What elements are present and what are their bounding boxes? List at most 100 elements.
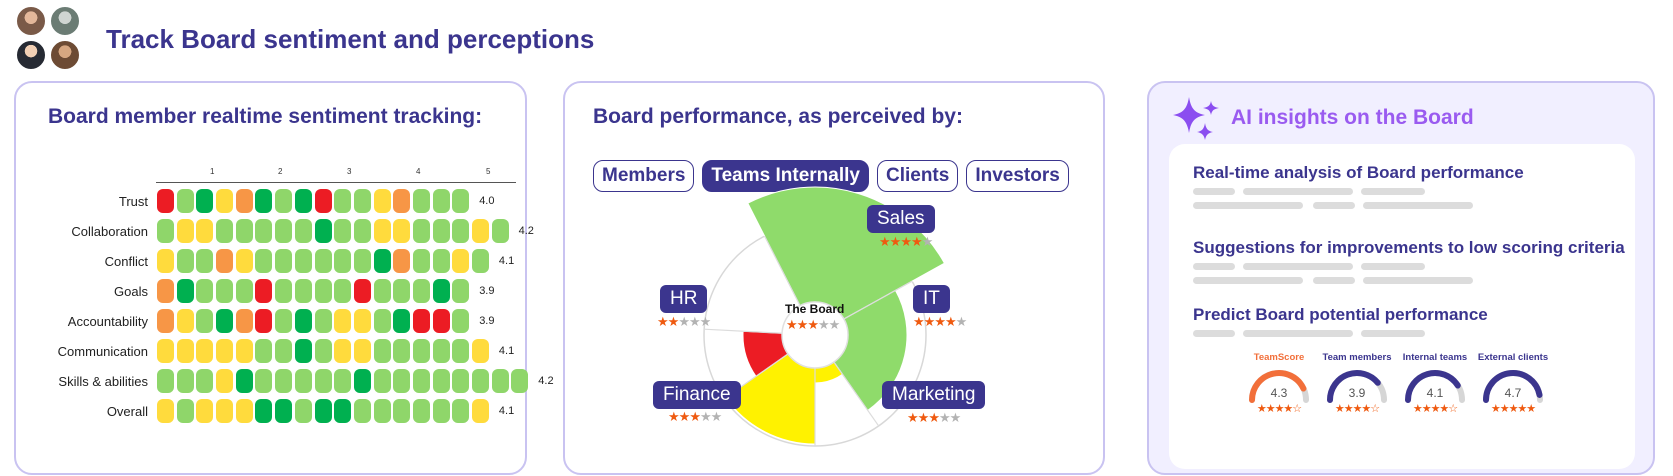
gauge-internal-teams[interactable]: Internal teams 4.1 ★★★★☆ xyxy=(1399,352,1471,422)
sentiment-cell[interactable] xyxy=(157,219,174,243)
sentiment-cell[interactable] xyxy=(412,189,430,213)
sentiment-cell[interactable] xyxy=(275,249,293,273)
sentiment-cell[interactable] xyxy=(216,249,234,273)
sentiment-cell[interactable] xyxy=(314,219,332,243)
sentiment-cell[interactable] xyxy=(196,219,214,243)
sentiment-cell[interactable] xyxy=(176,249,194,273)
sentiment-cell[interactable] xyxy=(472,399,489,423)
sentiment-cell[interactable] xyxy=(314,189,332,213)
sentiment-cell[interactable] xyxy=(196,309,214,333)
sentiment-cell[interactable] xyxy=(176,279,194,303)
sentiment-cell[interactable] xyxy=(314,279,332,303)
sentiment-cell[interactable] xyxy=(412,399,430,423)
tab-investors[interactable]: Investors xyxy=(966,160,1069,192)
sentiment-cell[interactable] xyxy=(511,369,529,393)
sentiment-cell[interactable] xyxy=(196,339,214,363)
tab-teams-internally[interactable]: Teams Internally xyxy=(702,160,869,192)
sentiment-cell[interactable] xyxy=(412,219,430,243)
sentiment-cell[interactable] xyxy=(432,249,450,273)
sentiment-cell[interactable] xyxy=(393,309,411,333)
sentiment-cell[interactable] xyxy=(472,369,489,393)
sentiment-cell[interactable] xyxy=(176,189,194,213)
sentiment-cell[interactable] xyxy=(157,279,174,303)
sentiment-cell[interactable] xyxy=(393,279,411,303)
sentiment-cell[interactable] xyxy=(275,279,293,303)
sentiment-cell[interactable] xyxy=(373,369,391,393)
sentiment-cell[interactable] xyxy=(353,189,371,213)
insight-improvement-suggestions[interactable]: Suggestions for improvements to low scor… xyxy=(1193,238,1625,257)
sentiment-cell[interactable] xyxy=(334,369,352,393)
sentiment-cell[interactable] xyxy=(294,369,312,393)
sentiment-cell[interactable] xyxy=(452,399,470,423)
sentiment-cell[interactable] xyxy=(235,309,253,333)
sentiment-cell[interactable] xyxy=(255,399,273,423)
sentiment-cell[interactable] xyxy=(176,219,194,243)
sentiment-cell[interactable] xyxy=(452,219,470,243)
sentiment-cell[interactable] xyxy=(432,399,450,423)
sentiment-cell[interactable] xyxy=(314,399,332,423)
label-hr[interactable]: HR xyxy=(660,285,708,313)
sentiment-cell[interactable] xyxy=(294,249,312,273)
sentiment-cell[interactable] xyxy=(275,399,293,423)
sentiment-cell[interactable] xyxy=(255,309,273,333)
sentiment-cell[interactable] xyxy=(373,399,391,423)
sentiment-cell[interactable] xyxy=(373,249,391,273)
sentiment-cell[interactable] xyxy=(353,399,371,423)
sentiment-cell[interactable] xyxy=(235,399,253,423)
sentiment-cell[interactable] xyxy=(255,279,273,303)
sentiment-cell[interactable] xyxy=(255,339,273,363)
sentiment-cell[interactable] xyxy=(275,219,293,243)
sentiment-cell[interactable] xyxy=(235,219,253,243)
sentiment-cell[interactable] xyxy=(393,369,411,393)
sentiment-cell[interactable] xyxy=(353,219,371,243)
sentiment-cell[interactable] xyxy=(157,369,174,393)
sentiment-cell[interactable] xyxy=(294,189,312,213)
sentiment-cell[interactable] xyxy=(452,309,470,333)
sentiment-cell[interactable] xyxy=(275,369,293,393)
sentiment-cell[interactable] xyxy=(432,189,450,213)
sentiment-cell[interactable] xyxy=(472,339,489,363)
sentiment-cell[interactable] xyxy=(157,399,174,423)
sentiment-cell[interactable] xyxy=(255,219,273,243)
sentiment-cell[interactable] xyxy=(334,219,352,243)
sentiment-cell[interactable] xyxy=(176,339,194,363)
sentiment-cell[interactable] xyxy=(216,309,234,333)
sentiment-cell[interactable] xyxy=(275,339,293,363)
insight-realtime-analysis[interactable]: Real-time analysis of Board performance xyxy=(1193,163,1524,182)
sentiment-cell[interactable] xyxy=(412,279,430,303)
avatar[interactable] xyxy=(16,6,46,36)
sentiment-cell[interactable] xyxy=(373,189,391,213)
sentiment-cell[interactable] xyxy=(294,309,312,333)
sentiment-cell[interactable] xyxy=(157,339,174,363)
sentiment-cell[interactable] xyxy=(373,309,391,333)
sentiment-cell[interactable] xyxy=(275,189,293,213)
sentiment-cell[interactable] xyxy=(314,249,332,273)
sentiment-cell[interactable] xyxy=(216,399,234,423)
sentiment-cell[interactable] xyxy=(373,279,391,303)
sentiment-cell[interactable] xyxy=(235,369,253,393)
sentiment-cell[interactable] xyxy=(176,369,194,393)
sentiment-cell[interactable] xyxy=(452,279,470,303)
sentiment-cell[interactable] xyxy=(393,339,411,363)
sentiment-cell[interactable] xyxy=(216,279,234,303)
sentiment-cell[interactable] xyxy=(432,339,450,363)
sentiment-cell[interactable] xyxy=(432,309,450,333)
sentiment-cell[interactable] xyxy=(235,279,253,303)
sentiment-cell[interactable] xyxy=(334,339,352,363)
sentiment-cell[interactable] xyxy=(334,309,352,333)
sentiment-cell[interactable] xyxy=(314,369,332,393)
sentiment-cell[interactable] xyxy=(176,399,194,423)
sentiment-cell[interactable] xyxy=(412,369,430,393)
avatar[interactable] xyxy=(16,40,46,70)
sentiment-cell[interactable] xyxy=(353,369,371,393)
sentiment-cell[interactable] xyxy=(314,339,332,363)
tab-members[interactable]: Members xyxy=(593,160,695,192)
sentiment-cell[interactable] xyxy=(452,189,470,213)
insight-predict-performance[interactable]: Predict Board potential performance xyxy=(1193,305,1488,324)
sentiment-cell[interactable] xyxy=(452,369,470,393)
sentiment-cell[interactable] xyxy=(472,219,489,243)
sentiment-cell[interactable] xyxy=(235,249,253,273)
label-it[interactable]: IT xyxy=(913,285,950,313)
avatar[interactable] xyxy=(50,6,80,36)
gauge-team-members[interactable]: Team members 3.9 ★★★★☆ xyxy=(1321,352,1393,422)
